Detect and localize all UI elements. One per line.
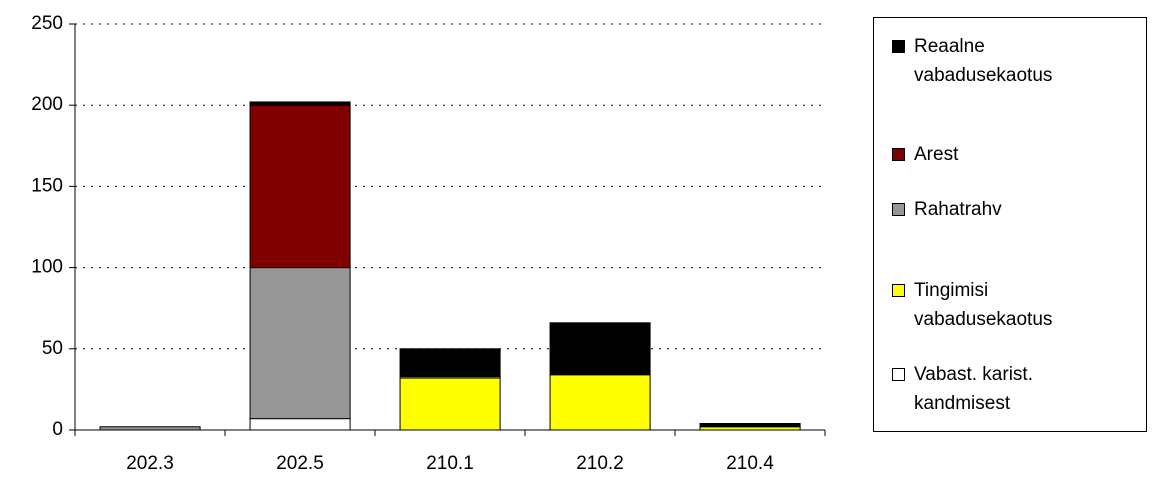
legend-label: Rahatrahv: [914, 199, 1002, 220]
x-tick-label: 210.1: [426, 453, 474, 474]
y-tick-label: 50: [42, 338, 63, 359]
legend-label: Vabast. karist. kandmisest: [914, 364, 1033, 414]
legend-item: Reaalne vabadusekaotus: [892, 32, 1104, 90]
x-tick-label: 210.2: [576, 453, 624, 474]
legend-swatch: [892, 203, 905, 216]
x-tick-label: 202.5: [276, 453, 324, 474]
plot: 0 50 100 150 200 250 202.3 202.5 210.1 210.2 210.4: [31, 13, 826, 474]
bar-segment: [249, 104, 351, 269]
y-tick-label: 0: [52, 419, 63, 440]
bar-segment: [549, 322, 651, 376]
legend-label: Reaalne vabadusekaotus: [914, 36, 1053, 86]
y-tick-label: 200: [31, 94, 63, 115]
legend-swatch: [892, 40, 905, 53]
bar-segment: [399, 377, 501, 431]
legend-item: Rahatrahv: [892, 195, 1104, 224]
legend-item: Vabast. karist. kandmisest: [892, 360, 1104, 418]
legend-swatch: [892, 284, 905, 297]
bar-segment: [249, 418, 351, 431]
legend-item: Tingimisi vabadusekaotus: [892, 276, 1104, 334]
x-tick-label: 202.3: [126, 453, 174, 474]
bar-segment: [249, 267, 351, 420]
legend: Reaalne vabadusekaotus Arest Rahatrahv Ting…: [873, 17, 1147, 432]
bar-segment: [399, 348, 501, 377]
bar-segment: [549, 374, 651, 431]
legend-label: Arest: [914, 144, 959, 165]
x-tick-label: 210.4: [726, 453, 774, 474]
legend-swatch: [892, 368, 905, 381]
legend-label: Tingimisi vabadusekaotus: [914, 280, 1053, 330]
legend-swatch: [892, 148, 905, 161]
y-tick-label: 100: [31, 257, 63, 278]
bar-segment: [699, 423, 801, 428]
y-tick-label: 250: [31, 13, 63, 34]
y-tick-label: 150: [31, 175, 63, 196]
bar-segment: [249, 101, 351, 106]
legend-item: Arest: [892, 140, 1104, 169]
